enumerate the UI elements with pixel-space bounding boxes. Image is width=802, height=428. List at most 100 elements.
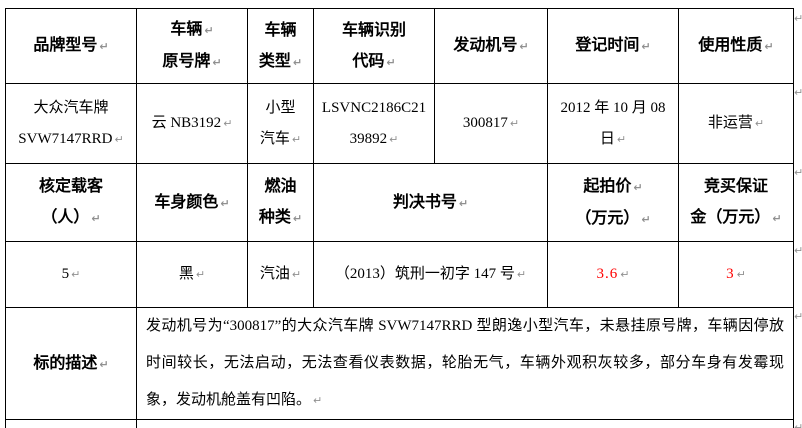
cell-text: 39892 — [349, 130, 388, 147]
vehicle-auction-table: 品牌型号 ↵ 车辆 ↵ 原号牌 ↵ 车辆 类型 ↵ 车辆识别 代码 ↵ 发动机号 ↵ 登记时… — [5, 8, 794, 428]
end-of-row-mark: ↵ — [794, 421, 802, 428]
cell-text: 车辆 — [170, 21, 203, 38]
cell-text: 车辆识别 — [341, 21, 406, 39]
paragraph-mark-icon: ↵ — [220, 196, 230, 210]
cell-starting-price: 3.6 ↵ — [547, 241, 679, 308]
cell-empty-label — [5, 419, 137, 428]
cell-header-usage-nature: 使用性质 ↵ — [678, 8, 794, 84]
cell-header-fuel-type: 燃油 种类 ↵ — [247, 163, 314, 242]
paragraph-mark-icon: ↵ — [641, 212, 651, 226]
header-row-1: 品牌型号 ↵ 车辆 ↵ 原号牌 ↵ 车辆 类型 ↵ 车辆识别 代码 ↵ 发动机号 ↵ 登记时… — [5, 8, 794, 84]
cell-header-registration-date: 登记时间 ↵ — [547, 8, 679, 84]
bid-deposit-value: 3 — [726, 266, 735, 282]
paragraph-mark-icon: ↵ — [519, 40, 529, 53]
paragraph-mark-icon: ↵ — [212, 56, 222, 69]
cell-header-vehicle-type: 车辆 类型 ↵ — [247, 8, 314, 84]
paragraph-mark-icon: ↵ — [620, 268, 630, 281]
cell-text: 5 — [61, 266, 70, 282]
cell-text: 2012 年 10 月 08 — [560, 99, 666, 116]
cell-text: 日 — [599, 130, 615, 147]
paragraph-mark-icon: ↵ — [736, 268, 746, 281]
paragraph-mark-icon: ↵ — [458, 196, 469, 210]
cell-text: 代码 — [352, 52, 385, 70]
cell-header-body-color: 车身颜色 ↵ — [136, 163, 248, 242]
paragraph-mark-icon: ↵ — [223, 117, 233, 130]
end-of-row-mark: ↵ — [794, 310, 802, 323]
header-row-2: 核定载客 （人） ↵ 车身颜色 ↵ 燃油 种类 ↵ 判决书号 ↵ 起拍价 ↵ （万元） ↵ … — [5, 163, 794, 242]
paragraph-mark-icon: ↵ — [292, 212, 303, 225]
description-row: 标的描述 ↵ 发动机号为“300817”的大众汽车牌 SVW7147RRD 型朗逸… — [5, 307, 794, 420]
cell-header-brand-model: 品牌型号 ↵ — [5, 8, 137, 84]
cell-text: 原号牌 — [162, 53, 211, 70]
cell-text: （人） — [41, 209, 90, 226]
cell-text: 汽车 — [259, 130, 290, 147]
paragraph-mark-icon: ↵ — [195, 268, 206, 281]
cell-header-bid-deposit: 竞买保证 金（万元） ↵ — [678, 163, 794, 242]
cell-empty-content — [136, 419, 794, 428]
cell-text: 标的描述 — [33, 354, 98, 372]
end-of-row-mark: ↵ — [794, 166, 802, 179]
cell-text: 使用性质 — [698, 37, 763, 54]
cell-text: 判决书号 — [392, 193, 457, 211]
paragraph-mark-icon: ↵ — [516, 268, 527, 281]
end-of-row-mark: ↵ — [794, 244, 802, 257]
cell-header-vin: 车辆识别 代码 ↵ — [313, 8, 435, 84]
paragraph-mark-icon: ↵ — [99, 40, 109, 53]
cell-text: 车辆 — [264, 21, 297, 39]
data-row-2: 5 ↵ 黑 ↵ 汽油 ↵ （2013）筑刑一初字 147 号 ↵ 3.6 ↵ 3 ↵ — [5, 241, 794, 308]
end-of-row-mark: ↵ — [794, 12, 802, 25]
cell-bid-deposit: 3 ↵ — [678, 241, 794, 308]
cell-text: 竞买保证 — [703, 178, 768, 195]
cell-header-engine-no: 发动机号 ↵ — [434, 8, 548, 84]
cell-fuel-type: 汽油 ↵ — [247, 241, 314, 308]
cell-text: 大众汽车牌 — [33, 99, 109, 116]
paragraph-mark-icon: ↵ — [291, 268, 302, 281]
paragraph-mark-icon: ↵ — [509, 117, 520, 130]
data-row-1: 大众汽车牌 SVW7147RRD ↵ 云 NB3192 ↵ 小型 汽车 ↵ LSVNC… — [5, 83, 794, 164]
cell-text: 车身颜色 — [154, 193, 219, 211]
cell-text: 黑 — [178, 266, 194, 282]
cell-text: （万元） — [575, 209, 640, 227]
paragraph-mark-icon: ↵ — [386, 55, 396, 69]
paragraph-mark-icon: ↵ — [641, 40, 651, 53]
cell-text: 燃油 — [264, 178, 297, 195]
cell-subject-description: 发动机号为“300817”的大众汽车牌 SVW7147RRD 型朗逸小型汽车，未… — [136, 307, 794, 420]
paragraph-mark-icon: ↵ — [71, 268, 81, 281]
cell-usage-nature: 非运营 ↵ — [678, 83, 794, 164]
paragraph-mark-icon: ↵ — [99, 357, 109, 371]
cell-vehicle-type: 小型 汽车 ↵ — [247, 83, 314, 164]
cell-text: 汽油 — [259, 266, 290, 282]
paragraph-mark-icon: ↵ — [114, 132, 124, 146]
paragraph-mark-icon: ↵ — [764, 40, 774, 53]
cell-text: （2013）筑刑一初字 147 号 — [334, 266, 515, 282]
cell-header-subject-description: 标的描述 ↵ — [5, 307, 137, 420]
cell-text: 品牌型号 — [33, 37, 98, 54]
cell-registration-date: 2012 年 10 月 08 日 ↵ — [547, 83, 679, 164]
cell-text: 类型 — [258, 52, 291, 70]
cell-text: 起拍价 — [583, 177, 632, 195]
cell-header-original-plate: 车辆 ↵ 原号牌 ↵ — [136, 8, 248, 84]
paragraph-mark-icon: ↵ — [291, 132, 302, 146]
paragraph-mark-icon: ↵ — [292, 55, 303, 69]
paragraph-mark-icon: ↵ — [616, 132, 627, 146]
cell-body-color: 黑 ↵ — [136, 241, 248, 308]
starting-price-value: 3.6 — [596, 266, 619, 282]
paragraph-mark-icon: ↵ — [313, 394, 323, 407]
cell-seating-capacity: 5 ↵ — [5, 241, 137, 308]
cell-text: 核定载客 — [38, 178, 103, 195]
end-of-row-mark: ↵ — [794, 86, 802, 99]
cell-brand-model: 大众汽车牌 SVW7147RRD ↵ — [5, 83, 137, 164]
subject-description-text: 发动机号为“300817”的大众汽车牌 SVW7147RRD 型朗逸小型汽车，未… — [146, 318, 784, 408]
cell-header-seating-capacity: 核定载客 （人） ↵ — [5, 163, 137, 242]
cell-vin: LSVNC2186C21 39892 ↵ — [313, 83, 435, 164]
cell-header-judgment-no: 判决书号 ↵ — [313, 163, 548, 242]
cell-text: 小型 — [265, 99, 296, 116]
cell-text: 登记时间 — [575, 37, 640, 54]
clipped-bottom-row — [5, 419, 794, 428]
cell-text: 非运营 — [707, 115, 753, 131]
cell-text: 金（万元） — [690, 209, 771, 226]
cell-text: 种类 — [258, 209, 291, 226]
cell-judgment-no: （2013）筑刑一初字 147 号 ↵ — [313, 241, 548, 308]
cell-text: SVW7147RRD — [18, 130, 113, 147]
